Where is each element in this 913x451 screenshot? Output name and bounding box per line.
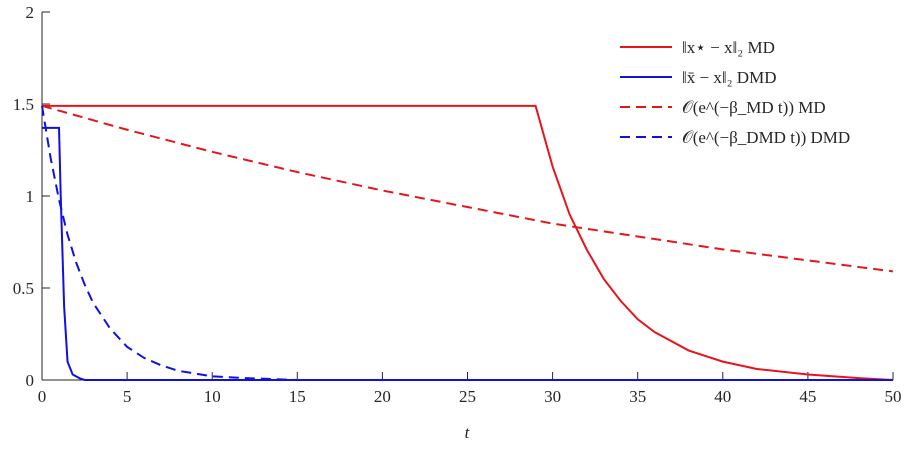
x-axis-label: t <box>465 423 471 442</box>
x-tick-label: 35 <box>629 387 646 406</box>
series-line <box>41 104 894 273</box>
x-tick-label: 10 <box>204 387 221 406</box>
x-tick-label: 40 <box>714 387 731 406</box>
x-tick-label: 45 <box>799 387 816 406</box>
x-tick-label: 20 <box>374 387 391 406</box>
series-line <box>42 104 894 381</box>
series-line <box>41 105 893 381</box>
x-tick-label: 30 <box>544 387 561 406</box>
series-line <box>42 126 893 381</box>
legend-label: ‖x̄ − x‖₂ DMD <box>682 68 776 87</box>
y-tick-label: 0.5 <box>13 279 34 298</box>
y-tick-label: 2 <box>26 3 35 22</box>
x-tick-label: 0 <box>38 387 47 406</box>
legend-label: 𝒪(e^(−β_DMD t)) DMD <box>682 128 850 147</box>
x-tick-label: 15 <box>289 387 306 406</box>
legend-label: ‖x⋆ − x‖₂ MD <box>682 38 775 57</box>
y-tick-label: 1 <box>26 187 35 206</box>
x-tick-label: 50 <box>885 387 902 406</box>
y-tick-label: 1.5 <box>13 95 34 114</box>
legend-label: 𝒪(e^(−β_MD t)) MD <box>682 98 826 117</box>
x-tick-label: 5 <box>123 387 132 406</box>
x-tick-label: 25 <box>459 387 476 406</box>
y-tick-label: 0 <box>26 371 35 390</box>
